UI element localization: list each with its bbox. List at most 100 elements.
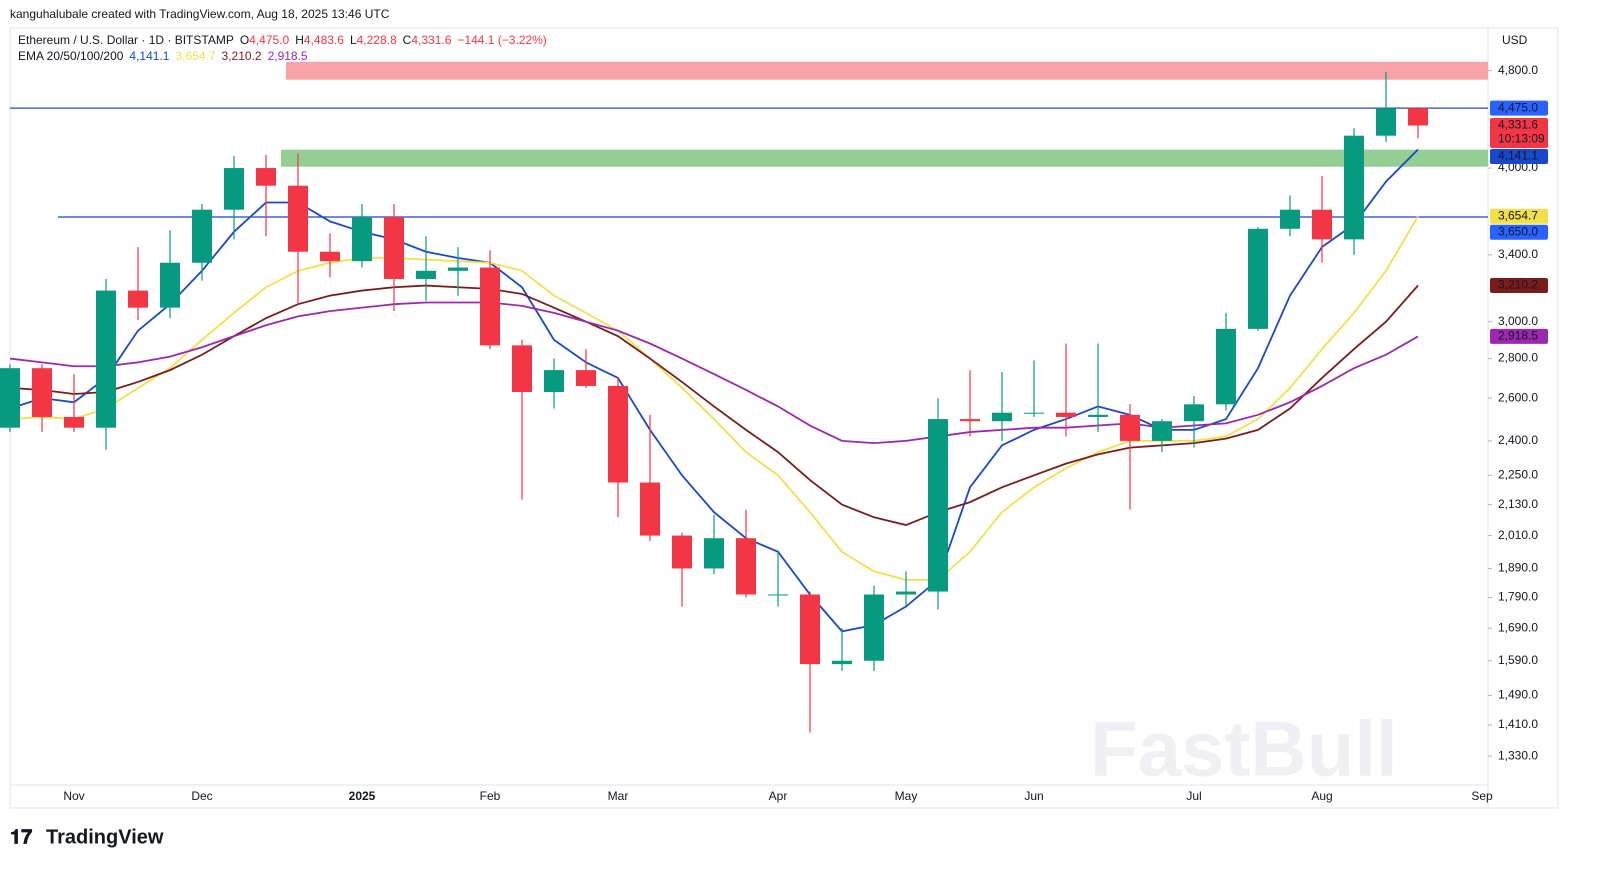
ema-line: EMA 20/50/100/200 4,141.1 3,654.7 3,210.2 2,… bbox=[18, 49, 308, 63]
price-label: 3,210.2 bbox=[1498, 278, 1538, 292]
x-tick-label: Mar bbox=[608, 789, 629, 803]
candle-body bbox=[544, 370, 564, 392]
candle-body bbox=[384, 216, 404, 279]
header-text: Ethereum / U.S. Dollar · 1D · BITSTAMP bbox=[18, 33, 234, 47]
candle-body bbox=[512, 345, 532, 392]
candle-body bbox=[1408, 108, 1428, 126]
candle-body bbox=[224, 168, 244, 210]
candle-body bbox=[1184, 404, 1204, 422]
candle-body bbox=[1280, 209, 1300, 229]
header-text: 2,918.5 bbox=[268, 49, 308, 63]
x-tick-label: Feb bbox=[480, 789, 501, 803]
candle-body bbox=[1344, 135, 1364, 240]
ema-line bbox=[9, 148, 1419, 633]
y-tick-label: 2,600.0 bbox=[1498, 390, 1538, 404]
logo-mark: 𝟏𝟕 bbox=[10, 826, 32, 848]
ema-line bbox=[9, 301, 1419, 445]
candle-body bbox=[256, 168, 276, 186]
header-text: 3,210.2 bbox=[222, 49, 262, 63]
price-label-box bbox=[1490, 224, 1548, 240]
candle-body bbox=[992, 412, 1012, 422]
candle-body bbox=[1152, 421, 1172, 441]
candle-body bbox=[1216, 328, 1236, 405]
candle-body bbox=[864, 594, 884, 661]
currency: USD bbox=[1502, 33, 1528, 47]
price-label: 2,918.5 bbox=[1498, 329, 1538, 343]
y-tick-label: 2,130.0 bbox=[1498, 497, 1538, 511]
candle-body bbox=[896, 591, 916, 595]
candle-body bbox=[288, 185, 308, 252]
x-tick-label: Jun bbox=[1024, 789, 1043, 803]
x-tick-label: Jul bbox=[1186, 789, 1201, 803]
candle-body bbox=[320, 251, 340, 262]
y-tick-label: 1,790.0 bbox=[1498, 590, 1538, 604]
header-text: O bbox=[240, 33, 249, 47]
header-text: 4,483.6 bbox=[304, 33, 344, 47]
y-tick-label: 2,010.0 bbox=[1498, 528, 1538, 542]
price-label: 3,650.0 bbox=[1498, 224, 1538, 238]
frame bbox=[9, 27, 1559, 809]
candle-body bbox=[704, 538, 724, 569]
candle-body bbox=[736, 538, 756, 595]
y-tick-label: 4,800.0 bbox=[1498, 63, 1538, 77]
price-label: 4,141.1 bbox=[1498, 149, 1538, 163]
y-tick-label: 2,800.0 bbox=[1498, 351, 1538, 365]
x-tick-label: Aug bbox=[1311, 789, 1332, 803]
candle-body bbox=[960, 419, 980, 422]
candle-body bbox=[640, 482, 660, 536]
price-label: 4,475.0 bbox=[1498, 100, 1538, 114]
ema-line bbox=[9, 284, 1419, 527]
x-tick-label: Nov bbox=[63, 789, 84, 803]
candle-body bbox=[448, 267, 468, 271]
candle-body bbox=[192, 209, 212, 263]
candle-body bbox=[1376, 108, 1396, 136]
y-tick-label: 1,690.0 bbox=[1498, 620, 1538, 634]
credit: kanguhalubale created with TradingView.c… bbox=[10, 7, 390, 21]
x-tick-label: Sep bbox=[1471, 789, 1493, 803]
candle-body bbox=[832, 660, 852, 665]
brand: TradingView bbox=[46, 826, 164, 848]
price-label: 3,654.7 bbox=[1498, 208, 1538, 222]
y-tick-label: 3,000.0 bbox=[1498, 314, 1538, 328]
candle-body bbox=[1248, 228, 1268, 329]
price-label-box bbox=[1490, 328, 1548, 344]
zone bbox=[286, 61, 1488, 80]
countdown: 10:13:09 bbox=[1498, 132, 1545, 146]
symbol-line: Ethereum / U.S. Dollar · 1D · BITSTAMP O4… bbox=[18, 33, 547, 47]
candle-body bbox=[32, 368, 52, 417]
candle-body bbox=[768, 594, 788, 596]
header-text: EMA 20/50/100/200 bbox=[18, 49, 124, 63]
price-label: 4,331.6 bbox=[1498, 118, 1538, 132]
header-text: H bbox=[295, 33, 304, 47]
y-tick-label: 2,250.0 bbox=[1498, 468, 1538, 482]
y-tick-label: 1,590.0 bbox=[1498, 653, 1538, 667]
header-text: 4,228.8 bbox=[357, 33, 397, 47]
y-tick-label: 1,410.0 bbox=[1498, 717, 1538, 731]
price-label-box bbox=[1490, 149, 1548, 165]
candle-body bbox=[64, 416, 84, 428]
x-tick-label: Dec bbox=[191, 789, 212, 803]
x-tick-label: May bbox=[895, 789, 918, 803]
header-text: 4,475.0 bbox=[249, 33, 289, 47]
y-tick-label: 1,490.0 bbox=[1498, 688, 1538, 702]
candle-body bbox=[1024, 412, 1044, 414]
candle-body bbox=[128, 290, 148, 308]
x-tick-label: Apr bbox=[769, 789, 788, 803]
plot bbox=[0, 61, 1492, 757]
zone bbox=[281, 149, 1488, 167]
header-text: −144.1 (−3.22%) bbox=[457, 33, 546, 47]
y-tick-label: 1,890.0 bbox=[1498, 561, 1538, 575]
header-text: 4,141.1 bbox=[129, 49, 169, 63]
candle-body bbox=[480, 267, 500, 346]
price-label-box bbox=[1490, 278, 1548, 294]
candle-body bbox=[416, 270, 436, 279]
x-tick-label: 2025 bbox=[349, 789, 376, 803]
header-text: 4,331.6 bbox=[411, 33, 451, 47]
candle-body bbox=[672, 535, 692, 569]
candle-body bbox=[1088, 414, 1108, 417]
candle-body bbox=[576, 370, 596, 386]
candle-body bbox=[352, 216, 372, 262]
header-text: L bbox=[350, 33, 357, 47]
price-label-box bbox=[1490, 100, 1548, 116]
